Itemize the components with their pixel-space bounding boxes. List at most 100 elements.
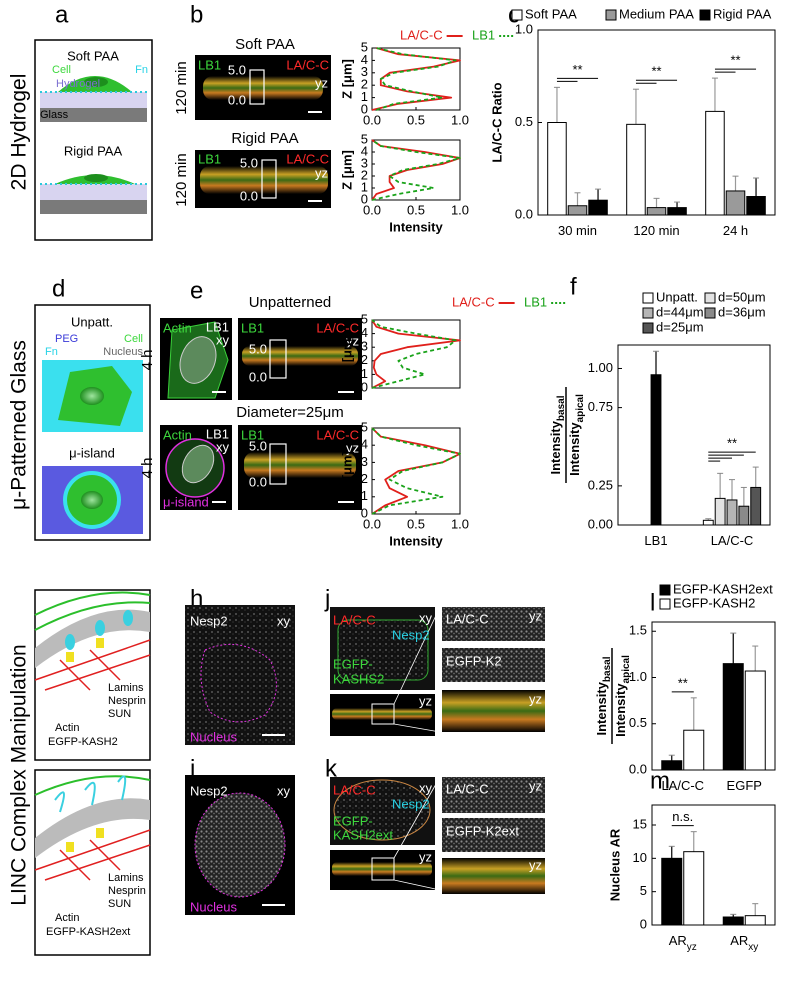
panel-label: b	[190, 1, 203, 28]
label-subscript: apical	[621, 655, 632, 684]
label: 0.0	[240, 188, 258, 203]
tick-label: 15	[633, 816, 647, 831]
profile-line	[371, 319, 457, 389]
panel-label: k	[325, 755, 338, 782]
tick-label: 1	[361, 366, 368, 381]
tick-label: 0.5	[407, 202, 425, 217]
label: LB1	[198, 57, 221, 72]
label: Hydrogel	[56, 78, 100, 90]
label: yz	[419, 849, 432, 864]
legend-label: d=25μm	[656, 319, 704, 334]
tick-label: 1	[361, 179, 368, 194]
label-part: Intensity	[613, 683, 628, 737]
category-label: 30 min	[558, 223, 597, 238]
category-label: ARyz	[669, 933, 697, 952]
label: Actin	[163, 427, 192, 442]
tick-label: 3	[361, 155, 368, 170]
plot-frame	[371, 47, 461, 111]
label-part: Intensity	[567, 422, 582, 476]
bar	[738, 505, 750, 526]
category-label: 24 h	[723, 223, 748, 238]
category-subscript: yz	[687, 942, 697, 953]
panel-label: i	[190, 755, 195, 782]
label: Glass	[40, 109, 69, 121]
tick-label: 5	[361, 311, 368, 326]
legend-label: d=44μm	[656, 304, 704, 319]
tick-label: 5	[361, 419, 368, 434]
legend-swatch	[642, 292, 654, 304]
label: yz	[346, 333, 359, 348]
category-label: LA/C-C	[661, 778, 704, 793]
axis-label: LA/C-C Ratio	[489, 82, 504, 162]
panel-label: d	[52, 275, 65, 302]
tick-label: 0	[361, 191, 368, 206]
axis-label: Z [μm]	[339, 334, 354, 374]
category-label: EGFP	[727, 778, 762, 793]
label: LA/C-C	[446, 611, 489, 626]
label: Lamins	[108, 682, 144, 694]
category-subscript: xy	[748, 942, 758, 953]
label: 0.0	[228, 92, 246, 107]
tick-label: 1.0	[451, 112, 469, 127]
label: 120 min	[173, 153, 190, 206]
label: Nesp2	[190, 613, 228, 628]
micrograph	[160, 318, 362, 510]
bar	[750, 486, 762, 526]
bar	[705, 110, 725, 216]
axis-label: Nucleus AR	[607, 828, 622, 901]
label: LA/C-C	[333, 782, 376, 797]
label: Soft PAA	[67, 48, 119, 63]
category-label: AR	[730, 933, 748, 948]
label: xy	[216, 332, 230, 347]
category-label: 24 h	[723, 223, 748, 238]
label: Actin	[55, 722, 79, 734]
tick-label: 3	[361, 339, 368, 354]
bar	[683, 851, 705, 926]
label: LB1	[206, 426, 229, 441]
tick-label: 0.75	[588, 399, 613, 414]
label: Nesp2	[190, 783, 228, 798]
label: Nesprin	[108, 885, 146, 897]
bar	[626, 123, 646, 216]
panel-label: j	[324, 585, 330, 612]
axis-label: Z [μm]	[339, 451, 354, 491]
plot-frame	[371, 427, 461, 515]
legend-swatch	[642, 307, 654, 319]
bar	[661, 760, 683, 771]
legend-swatch	[511, 9, 523, 21]
schematic-d	[34, 304, 151, 541]
legend-label: EGFP-KASH2ext	[673, 581, 773, 596]
legend-label: Unpatt.	[656, 289, 698, 304]
label: Nesp2	[392, 627, 430, 642]
label: SUN	[108, 708, 131, 720]
legend-label: Soft PAA	[525, 6, 577, 21]
tick-label: 1	[361, 488, 368, 503]
label-subscript: basal	[556, 395, 567, 421]
label: EGFP-KASH2ext	[46, 926, 130, 938]
tick-label: 0.0	[629, 761, 647, 776]
annotation: **	[572, 62, 582, 77]
label: Rigid PAA	[64, 143, 123, 158]
legend-label: d=50μm	[718, 289, 766, 304]
bar	[722, 663, 744, 771]
label: yz	[419, 693, 432, 708]
label-part: Intensity	[548, 420, 563, 474]
label: LB1	[206, 319, 229, 334]
legend-swatch	[642, 322, 654, 334]
tick-label: 0.00	[588, 516, 613, 531]
category-label: ARxy	[730, 933, 758, 952]
label: LB1	[198, 151, 221, 166]
label: Soft PAA	[235, 36, 295, 53]
tick-label: 4	[361, 437, 368, 452]
tick-label: 1.00	[588, 360, 613, 375]
micrograph	[195, 55, 331, 208]
label: EGFP-K2ext	[446, 823, 519, 838]
tick-label: 4	[361, 52, 368, 67]
tick-label: 0.0	[515, 206, 533, 221]
tick-label: 0	[640, 916, 647, 931]
label: Nesp2	[392, 796, 430, 811]
category-label: EGFP	[727, 778, 762, 793]
label: Diameter=25μm	[236, 404, 343, 421]
